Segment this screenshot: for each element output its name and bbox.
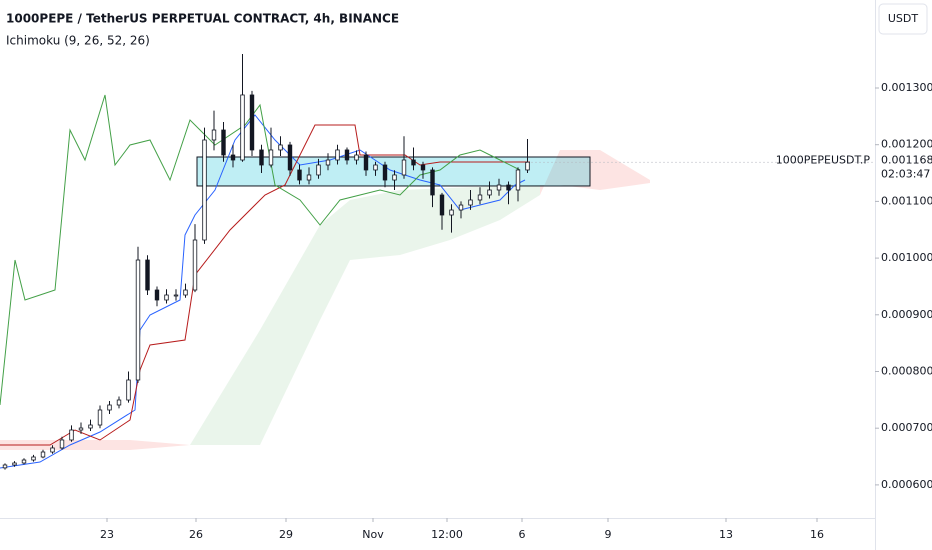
cloud-segment	[190, 329, 260, 445]
x-tick-label: 9	[605, 528, 612, 541]
candle-body	[439, 194, 445, 216]
candle-body	[164, 294, 169, 301]
cloud-segment	[350, 189, 400, 261]
price-label: 0.0011689	[881, 153, 932, 166]
candle-body	[344, 149, 350, 161]
candle-body	[316, 164, 321, 176]
candle-body	[50, 447, 55, 453]
x-tick-label: 16	[810, 528, 824, 541]
cloud-segment	[0, 439, 130, 451]
candle-body	[21, 459, 27, 464]
candle-body	[202, 139, 207, 241]
candle-body	[97, 409, 103, 426]
candle-body	[297, 169, 302, 181]
candle-body	[211, 129, 217, 141]
candle-body	[278, 144, 283, 151]
cloud-segment	[400, 188, 450, 255]
x-tick-label: Nov	[362, 528, 384, 541]
candle-body	[268, 149, 274, 166]
indicator-line	[0, 94, 521, 406]
candle-body	[506, 184, 511, 191]
candle-body	[40, 451, 46, 458]
indicator-line	[0, 124, 530, 446]
candle-body	[107, 404, 112, 411]
x-tick-label: 6	[519, 528, 526, 541]
candle-body	[69, 429, 74, 441]
candle-body	[135, 259, 141, 381]
candle-body	[192, 239, 198, 291]
candle-body	[335, 149, 340, 161]
candle-body	[392, 174, 397, 181]
candle-body	[221, 129, 226, 156]
cloud-segment	[500, 185, 540, 220]
x-tick-label: 13	[719, 528, 733, 541]
cloud-segment	[600, 149, 650, 190]
candle-body	[126, 379, 131, 401]
y-tick-label: 0.0013000	[881, 81, 932, 94]
currency-button[interactable]	[878, 3, 928, 35]
cloud-segment	[450, 185, 500, 241]
candle-body	[145, 259, 150, 291]
candle-body	[173, 294, 179, 297]
x-tick-label: 29	[279, 528, 293, 541]
candle-body	[306, 174, 312, 181]
candle-body	[458, 204, 464, 211]
candle-body	[249, 94, 255, 151]
candle-body	[183, 289, 188, 296]
x-tick-label: 26	[189, 528, 203, 541]
candle-body	[354, 154, 359, 161]
candle-body	[259, 149, 264, 166]
candle-body	[31, 456, 36, 461]
candle-body	[420, 164, 426, 171]
candle-body	[382, 164, 388, 181]
candle-body	[325, 159, 331, 166]
x-tick-label: 12:00	[431, 528, 463, 541]
candle-body	[154, 289, 160, 301]
symbol-tag: 1000PEPEUSDT.P	[776, 153, 871, 166]
candle-body	[116, 399, 122, 406]
candle-body	[401, 159, 407, 176]
candle-body	[525, 161, 530, 171]
candle-body	[88, 424, 93, 429]
candle-body	[487, 189, 492, 196]
cloud-segment	[320, 199, 350, 321]
cloud-segment	[260, 224, 320, 445]
candle-body	[287, 144, 293, 171]
plot-area	[0, 53, 875, 470]
cloud-segment	[540, 149, 560, 195]
currency[interactable]: USDT	[888, 12, 919, 25]
candle-body	[59, 439, 65, 449]
countdown: 02:03:47	[881, 167, 930, 180]
candle-body	[363, 154, 369, 171]
candle-body	[411, 159, 416, 166]
candle-body	[230, 154, 236, 161]
x-tick-label: 23	[100, 528, 114, 541]
indicator-label: Ichimoku (9, 26, 52, 26)	[6, 34, 150, 48]
candle-body	[12, 462, 17, 466]
candle-body	[430, 169, 435, 196]
candle-body	[515, 169, 521, 191]
cloud-segment	[130, 439, 190, 451]
candle-body	[468, 199, 473, 206]
candle-body	[496, 184, 502, 191]
candle-body	[240, 94, 245, 161]
candle-body	[78, 427, 84, 431]
candle-body	[373, 164, 378, 171]
candle-body	[477, 194, 483, 201]
candle-body	[449, 209, 454, 216]
candle-body	[2, 464, 8, 469]
chart-title: 1000PEPE / TetherUS PERPETUAL CONTRACT, …	[6, 12, 399, 26]
